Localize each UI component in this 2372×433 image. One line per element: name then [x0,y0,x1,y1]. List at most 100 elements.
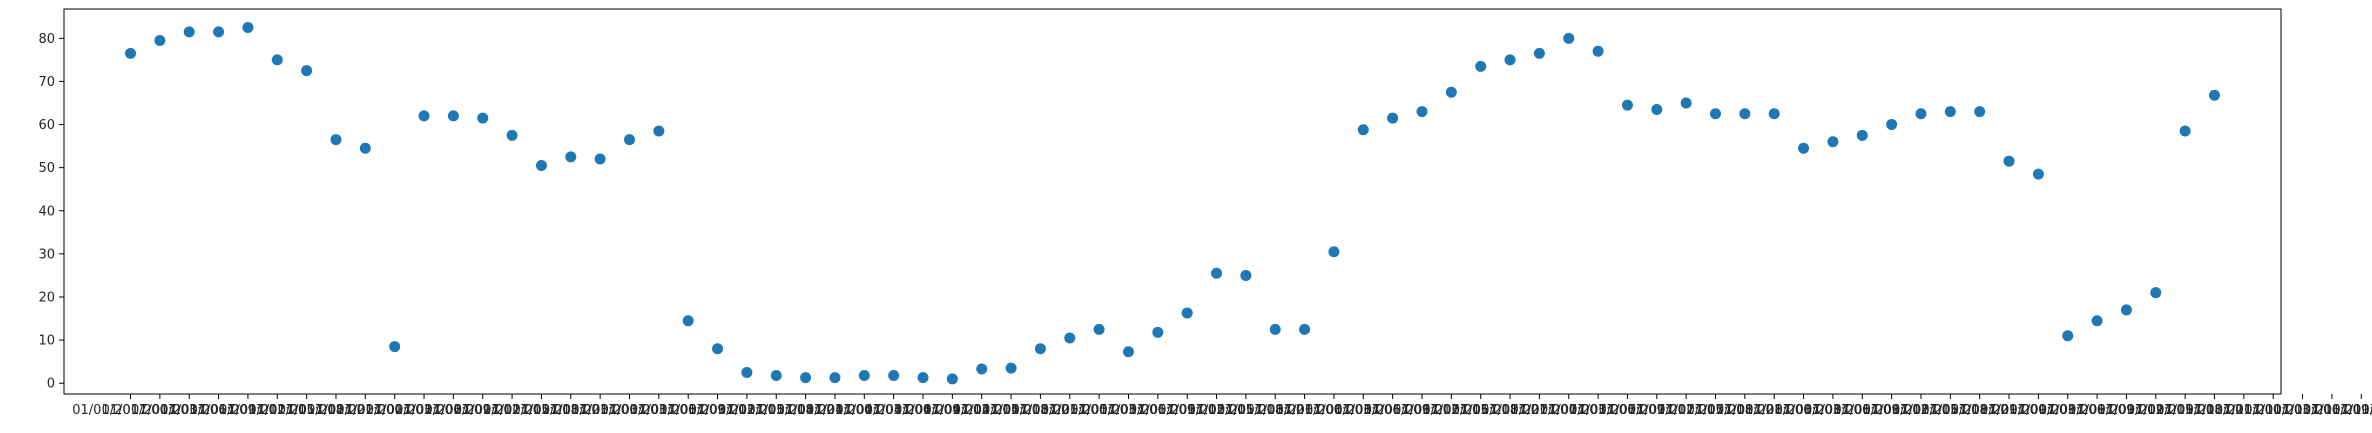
x-tick-label: 01/09/2017 06:00 [2009,403,2126,418]
data-point [682,315,694,327]
x-tick-label: 01/09/2017 18:00 [2127,403,2244,418]
data-point [2003,155,2015,167]
x-tick-label: 01/03/2017 00:00 [542,403,659,418]
data-point [2032,168,2044,180]
data-point [653,125,665,137]
x-tick-label: 01/04/2017 21:00 [982,403,1099,418]
data-point [506,129,518,141]
x-tick-label: 01/08/2017 09:00 [1804,403,1921,418]
data-point [1798,142,1810,154]
x-tick-label: 01/06/2017 03:00 [1276,403,1393,418]
data-point [946,373,958,385]
data-point [770,369,782,381]
x-tick-label: 01/07/2017 00:00 [1481,403,1598,418]
x-tick-label: 01/10/2017 03:00 [2215,403,2332,418]
data-point [858,369,870,381]
x-tick-label: 01/09/2017 12:00 [2068,403,2185,418]
x-tick-label: 01/09/2017 00:00 [1951,403,2068,418]
data-point [623,134,635,146]
data-point [1211,267,1223,279]
y-tick-label: 40 [38,204,55,219]
x-tick-label: 01/07/2017 15:00 [1628,403,1745,418]
data-point [1445,86,1457,98]
data-point [1886,119,1898,131]
data-point [359,142,371,154]
x-tick-label: 01/07/2017 09:00 [1569,403,1686,418]
data-point [535,160,547,172]
x-tick-label: 01/06/2017 00:00 [1246,403,1363,418]
x-tick-label: 01/05/2017 00:00 [1012,403,1129,418]
x-tick-label: 01/04/2017 15:00 [923,403,1040,418]
data-point [1592,45,1604,57]
data-point [213,26,225,38]
data-point [1768,108,1780,120]
data-point [1739,108,1751,120]
x-tick-label: 01/06/2017 12:00 [1364,403,1481,418]
data-point [800,372,812,384]
data-point [183,26,195,38]
x-tick-label: 01/08/2017 06:00 [1775,403,1892,418]
data-point [1034,343,1046,355]
y-axis: 0 10 20 30 40 50 60 70 80 [38,32,64,392]
data-point [741,366,753,378]
x-tick-label: 01/09/2017 15:00 [2098,403,2215,418]
x-tick-label: 01/08/2017 03:00 [1745,403,1862,418]
data-point [712,343,724,355]
x-tick-label: 01/02/2017 09:00 [395,403,512,418]
data-point [271,54,283,66]
x-tick-label: 01/08/2017 15:00 [1863,403,1980,418]
data-point [1416,106,1428,118]
x-tick-label: 01/05/2017 21:00 [1217,403,1334,418]
x-tick-label: 01/02/2017 03:00 [336,403,453,418]
data-point [1387,112,1399,124]
x-tick-label: 01/08/2017 18:00 [1892,403,2009,418]
x-tick-label: 01/05/2017 12:00 [1129,403,1246,418]
x-tick-label: 01/10/2017 06:00 [2244,403,2361,418]
data-point [1181,307,1193,319]
x-tick-label: 01/05/2017 06:00 [1070,403,1187,418]
x-tick-label: 01/01/2017 21:00 [278,403,395,418]
data-point [565,151,577,163]
x-tick-label: 01/08/2017 21:00 [1921,403,2038,418]
data-point [242,22,254,34]
data-point [594,153,606,165]
y-tick-label: 30 [38,247,55,262]
x-tick-label: 01/09/2017 09:00 [2039,403,2156,418]
x-tick-label: 01/07/2017 06:00 [1540,403,1657,418]
data-point [917,372,929,384]
x-tick-label: 01/01/2017 18:00 [248,403,365,418]
x-tick-label: 01/05/2017 03:00 [1041,403,1158,418]
y-tick-label: 10 [38,334,55,349]
x-tick-label: 01/02/2017 15:00 [454,403,571,418]
x-tick-label: 01/09/2017 21:00 [2156,403,2273,418]
data-point [125,47,137,59]
x-tick-label: 01/01/2017 15:00 [219,403,336,418]
y-tick-label: 70 [38,75,55,90]
x-tick-label: 01/04/2017 00:00 [777,403,894,418]
data-point [976,363,988,375]
data-point [1299,323,1311,335]
x-tick-label: 01/03/2017 09:00 [630,403,747,418]
x-tick-label: 01/10/2017 15:00 [2332,403,2372,418]
x-tick-label: 01/06/2017 21:00 [1452,403,1569,418]
x-tick-label: 01/03/2017 06:00 [601,403,718,418]
data-point [330,134,342,146]
data-point [829,372,841,384]
y-tick-label: 0 [47,377,55,392]
data-point [1856,129,1868,141]
data-point [389,341,401,353]
x-tick-label: 01/01/2017 09:00 [160,403,277,418]
data-point [1974,106,1986,118]
data-point [447,110,459,122]
data-point [1005,362,1017,374]
data-points [125,22,2220,385]
x-tick-label: 01/01/2017 06:00 [131,403,248,418]
x-tick-label: 01/07/2017 18:00 [1657,403,1774,418]
data-point [1621,99,1633,111]
data-point [1710,108,1722,120]
data-point [1915,108,1927,120]
data-point [1475,60,1487,72]
x-tick-label: 01/01/2017 03:00 [102,403,219,418]
